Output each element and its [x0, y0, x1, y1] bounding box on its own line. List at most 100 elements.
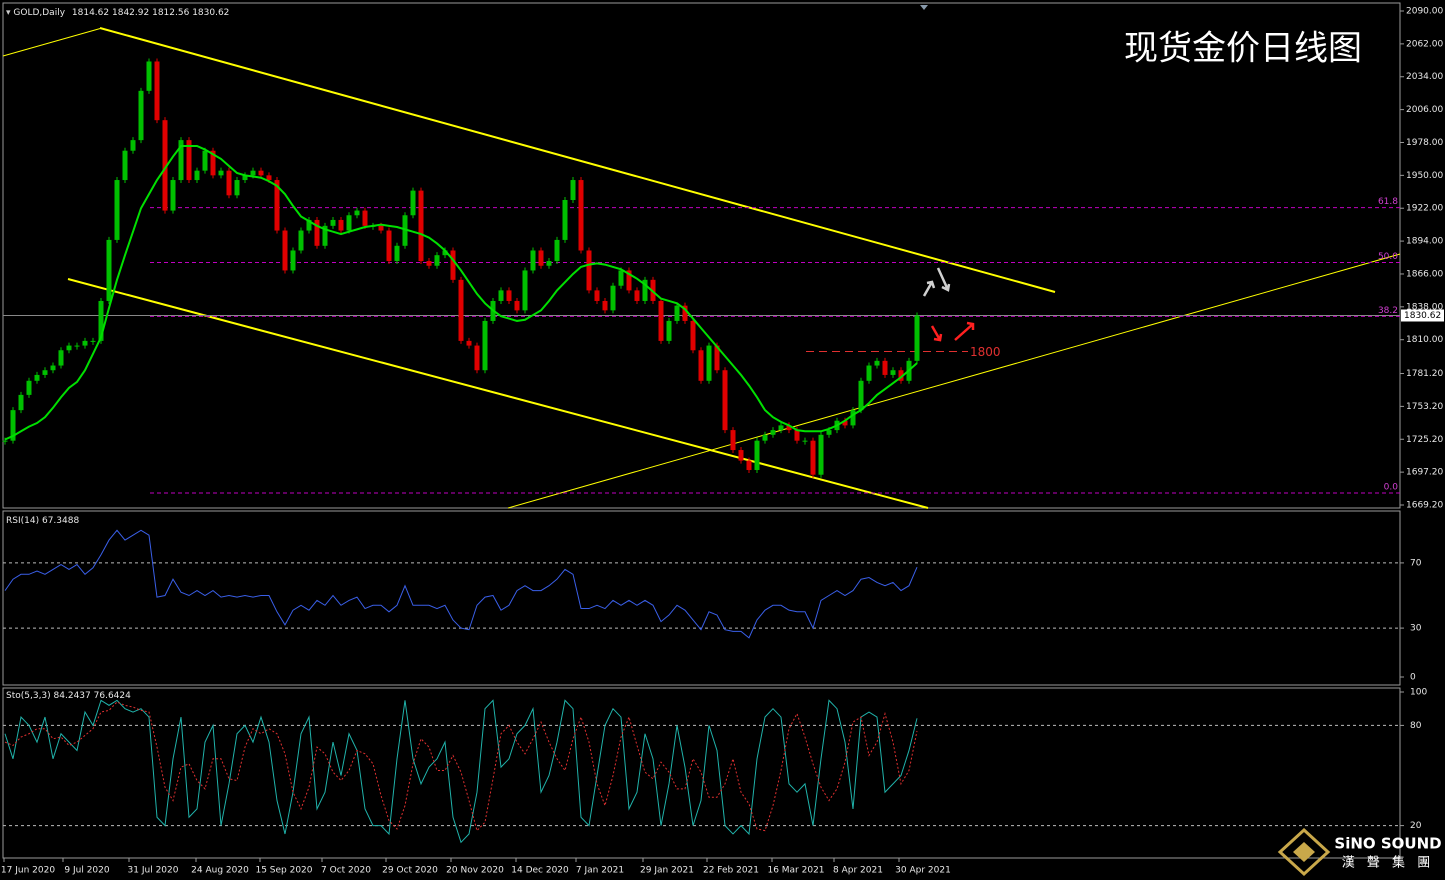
candle-body — [226, 170, 232, 196]
candle-body — [322, 225, 328, 246]
sto-name: Sto(5,3,3) — [6, 691, 51, 701]
candle-body — [242, 175, 248, 181]
candle-body — [170, 180, 176, 211]
y-tick-label: 1894.00 — [1406, 237, 1443, 247]
y-tick-label: 30 — [1410, 624, 1422, 634]
x-tick-label: 29 Jan 2021 — [640, 866, 694, 876]
candle-body — [450, 250, 456, 280]
fib-label: 38.2 — [1378, 306, 1398, 316]
price-panel — [2, 2, 1401, 509]
candle-body — [570, 180, 576, 201]
candle-body — [330, 219, 336, 226]
candle-body — [882, 360, 888, 375]
candle-body — [826, 430, 832, 435]
y-tick-label: 1866.00 — [1406, 269, 1443, 279]
current-price-box — [1401, 309, 1444, 322]
candle-body — [82, 340, 88, 346]
moving-average — [4, 145, 918, 441]
candle-body — [346, 215, 352, 231]
candle-body — [266, 175, 272, 181]
candle-body — [842, 420, 848, 426]
logo-subtitle: 漢 聲 集 團 — [1342, 855, 1434, 871]
candle-body — [386, 230, 392, 262]
y-tick-label: 1753.20 — [1406, 402, 1443, 412]
candle-body — [522, 270, 528, 311]
x-tick-label: 8 Apr 2021 — [833, 866, 883, 876]
y-tick-label: 1725.20 — [1406, 435, 1443, 445]
candle-body — [314, 219, 320, 246]
fib-label: 50.0 — [1378, 252, 1398, 262]
x-tick-label: 17 Jun 2020 — [1, 866, 55, 876]
candle-body — [482, 320, 488, 371]
candle-body — [850, 410, 856, 426]
candle-body — [866, 365, 872, 381]
support-trend-line — [507, 253, 1401, 509]
title: 现货金价日线图 — [1124, 29, 1362, 69]
rsi-name: RSI(14) — [6, 516, 39, 526]
candle-body — [634, 290, 640, 301]
y-tick-label: 1810.00 — [1406, 335, 1443, 345]
candle-body — [770, 430, 776, 435]
candle-body — [218, 170, 224, 176]
x-tick-label: 31 Jul 2020 — [128, 866, 179, 876]
x-tick-label: 24 Aug 2020 — [191, 866, 249, 876]
candle-body — [146, 61, 152, 91]
candle-body — [602, 300, 608, 311]
candle-body — [554, 239, 560, 262]
candle-body — [706, 345, 712, 381]
logo-name: SiNO SOUND — [1334, 835, 1441, 853]
candle-body — [802, 440, 808, 442]
y-tick-label: 0 — [1410, 673, 1416, 683]
x-tick-label: 30 Apr 2021 — [895, 866, 951, 876]
indicator-line — [4, 701, 918, 832]
candle-body — [642, 279, 648, 301]
candle-body — [426, 261, 432, 266]
candle-body — [138, 90, 144, 141]
candle-body — [402, 215, 408, 246]
y-tick-label: 100 — [1410, 688, 1427, 698]
candle-body — [18, 394, 24, 411]
candle-body — [698, 350, 704, 381]
candle-body — [234, 180, 240, 196]
candle-body — [34, 374, 40, 381]
y-tick-label: 1669.20 — [1406, 501, 1443, 511]
candle-body — [714, 345, 720, 371]
candle-body — [474, 345, 480, 371]
candle-body — [90, 340, 96, 342]
y-tick-label: 80 — [1410, 721, 1422, 731]
candle-body — [666, 320, 672, 341]
candle-body — [722, 370, 728, 431]
candle-body — [562, 200, 568, 240]
rsi-current: 67.3488 — [42, 516, 79, 526]
y-tick-label: 1922.00 — [1406, 204, 1443, 214]
candle-body — [410, 190, 416, 216]
y-tick-label: 70 — [1410, 558, 1422, 568]
candle-body — [202, 150, 208, 171]
symbol: GOLD,Daily — [13, 8, 65, 18]
indicator-line — [4, 699, 918, 844]
candle-body — [154, 61, 160, 121]
sto-signal: 76.6424 — [94, 691, 131, 701]
candle-body — [778, 425, 784, 431]
candle-body — [690, 320, 696, 351]
y-tick-label: 1838.00 — [1406, 302, 1443, 312]
candle-body — [442, 250, 448, 256]
y-tick-label: 2062.00 — [1406, 39, 1443, 49]
candle-body — [754, 440, 760, 471]
candle-body — [362, 210, 368, 226]
menu-triangle: ▾ — [6, 8, 13, 18]
candle-body — [594, 290, 600, 301]
y-tick-label: 20 — [1410, 821, 1422, 831]
candle-body — [210, 150, 216, 176]
candle-body — [658, 300, 664, 341]
candle-body — [26, 380, 32, 395]
candle-body — [618, 270, 624, 286]
x-tick-label: 16 Mar 2021 — [767, 866, 824, 876]
candle-body — [506, 290, 512, 301]
candle-body — [354, 210, 360, 216]
close: 1830.62 — [192, 8, 229, 18]
candle-body — [2, 440, 8, 442]
candle-body — [794, 430, 800, 441]
x-tick-label: 22 Feb 2021 — [703, 866, 759, 876]
